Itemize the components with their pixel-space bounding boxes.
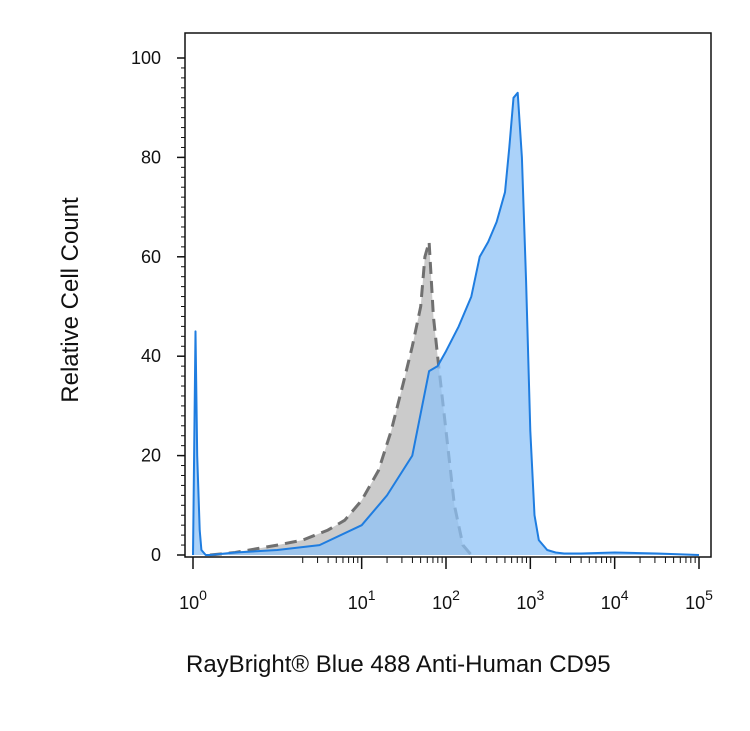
y-tick-label: 40 xyxy=(141,346,161,366)
x-axis-title: RayBright® Blue 488 Anti-Human CD95 xyxy=(186,651,611,678)
x-tick-label: 101 xyxy=(348,587,376,613)
y-tick-label: 100 xyxy=(131,48,161,68)
x-tick-label: 100 xyxy=(179,587,207,613)
y-tick-label: 20 xyxy=(141,446,161,466)
x-tick-label: 102 xyxy=(432,587,460,613)
series-2-line xyxy=(192,91,700,556)
x-tick-label: 103 xyxy=(516,587,544,613)
y-tick-label: 60 xyxy=(141,247,161,267)
y-tick-label: 0 xyxy=(151,545,161,565)
series-2-area xyxy=(193,92,699,556)
y-tick-label: 80 xyxy=(141,147,161,167)
x-tick-label: 104 xyxy=(601,587,629,613)
plot-frame xyxy=(184,32,712,558)
x-tick-label: 105 xyxy=(685,587,713,613)
y-axis-title: Relative Cell Count xyxy=(57,197,84,403)
